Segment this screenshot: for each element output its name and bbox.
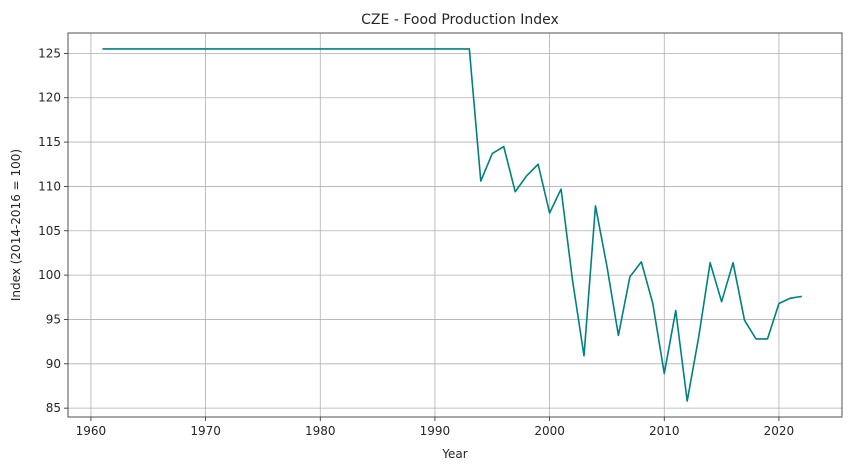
x-tick-label: 2010	[649, 424, 680, 438]
y-tick-label: 105	[38, 224, 61, 238]
y-tick-label: 115	[38, 135, 61, 149]
grid-layer	[68, 33, 842, 417]
x-tick-label: 2020	[764, 424, 795, 438]
x-tick-label: 1960	[76, 424, 107, 438]
y-tick-label: 120	[38, 91, 61, 105]
x-tick-label: 1970	[190, 424, 221, 438]
y-tick-label: 90	[46, 357, 61, 371]
y-tick-label: 125	[38, 46, 61, 60]
series-layer	[102, 48, 802, 402]
x-axis-label: Year	[441, 447, 467, 461]
y-tick-label: 110	[38, 179, 61, 193]
x-tick-label: 1980	[305, 424, 336, 438]
tick-layer: 1960 1970 1980 1990 2000 2010 2020 85 90 95 100 105…	[38, 46, 794, 438]
series-line	[102, 48, 802, 402]
chart-title: CZE - Food Production Index	[361, 12, 559, 28]
y-tick-label: 100	[38, 268, 61, 282]
x-tick-label: 2000	[534, 424, 565, 438]
y-axis-label: Index (2014-2016 = 100)	[9, 149, 23, 301]
plot-frame	[67, 32, 843, 418]
y-tick-label: 85	[46, 401, 61, 415]
y-tick-label: 95	[46, 312, 61, 326]
x-tick-label: 1990	[420, 424, 451, 438]
